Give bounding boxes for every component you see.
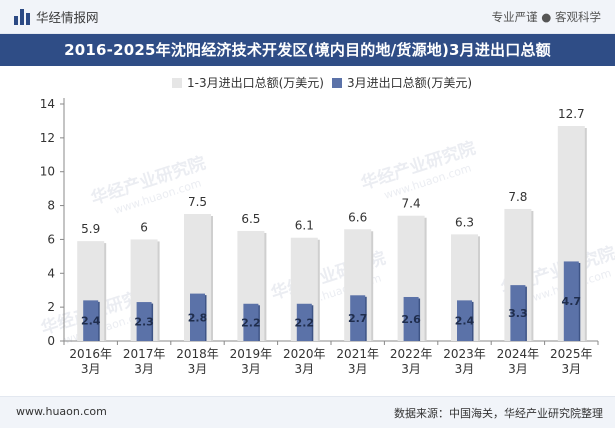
y-tick-label: 0 (47, 334, 55, 348)
tagline: 专业严谨 ● 客观科学 (491, 10, 601, 24)
x-tick-label: 2017年 (123, 347, 166, 361)
x-tick-label: 3月 (348, 362, 368, 376)
data-label-series2: 4.7 (562, 295, 582, 308)
data-label-series1: 7.4 (402, 197, 421, 211)
data-label-series1: 6 (140, 220, 148, 234)
data-label-series2: 2.6 (401, 313, 421, 326)
legend-label-1: 1-3月进出口总额(万美元) (187, 76, 324, 90)
x-tick-label: 2021年 (336, 347, 379, 361)
footer-website[interactable]: www.huaon.com (16, 405, 107, 418)
legend-swatch-1 (172, 78, 182, 88)
bar-series2 (296, 303, 312, 341)
top-bar: 华经情报网 专业严谨 ● 客观科学 (0, 0, 615, 34)
bar-chart: 华经产业研究院www.huaon.com华经产业研究院www.huaon.com… (38, 76, 615, 376)
y-tick-label: 4 (47, 266, 55, 280)
x-tick-label: 3月 (188, 362, 208, 376)
data-label-series1: 6.6 (348, 210, 367, 224)
data-label-series2: 2.3 (134, 316, 154, 329)
x-tick-label: 2019年 (230, 347, 273, 361)
bar-series2 (136, 302, 152, 341)
x-tick-label: 2018年 (176, 347, 219, 361)
legend-swatch-2 (332, 78, 342, 88)
data-label-series2: 3.3 (508, 307, 528, 320)
y-tick-label: 12 (40, 131, 55, 145)
x-tick-label: 3月 (241, 362, 261, 376)
brand: 华经情报网 (14, 7, 99, 26)
x-tick-label: 2024年 (497, 347, 540, 361)
x-tick-label: 3月 (455, 362, 475, 376)
bar-series2 (403, 296, 419, 341)
footer: www.huaon.com 数据来源：中国海关，华经产业研究院整理 (0, 396, 615, 428)
y-tick-label: 10 (40, 165, 55, 179)
x-tick-label: 2025年 (550, 347, 593, 361)
bar-series2 (563, 261, 579, 341)
data-label-series2: 2.7 (348, 312, 368, 325)
x-tick-label: 3月 (134, 362, 154, 376)
chart-title: 2016-2025年沈阳经济技术开发区(境内目的地/货源地)3月进出口总额 (0, 34, 615, 66)
legend-label-2: 3月进出口总额(万美元) (347, 76, 472, 90)
data-label-series2: 2.4 (81, 315, 101, 328)
footer-source: 数据来源：中国海关，华经产业研究院整理 (394, 407, 603, 420)
data-label-series1: 6.5 (241, 212, 260, 226)
bar-series2 (510, 285, 526, 341)
data-label-series1: 12.7 (558, 107, 585, 121)
x-tick-label: 3月 (294, 362, 314, 376)
x-tick-label: 2020年 (283, 347, 326, 361)
data-label-series1: 6.3 (455, 215, 474, 229)
data-label-series1: 5.9 (81, 222, 100, 236)
data-label-series2: 2.2 (241, 316, 261, 329)
brand-name: 华经情报网 (36, 10, 99, 25)
bar-series2 (190, 293, 205, 341)
x-tick-label: 2016年 (69, 347, 112, 361)
y-tick-label: 14 (40, 97, 55, 111)
y-tick-label: 6 (47, 232, 55, 246)
x-tick-label: 3月 (508, 362, 528, 376)
bar-series2 (243, 303, 259, 341)
data-label-series2: 2.2 (295, 316, 315, 329)
data-label-series1: 6.1 (295, 219, 314, 233)
data-label-series2: 2.8 (188, 311, 208, 324)
data-label-series2: 2.4 (455, 315, 475, 328)
x-tick-label: 3月 (401, 362, 421, 376)
x-tick-label: 3月 (561, 362, 581, 376)
logo-icon (14, 8, 30, 25)
y-tick-label: 2 (47, 300, 55, 314)
y-tick-label: 8 (47, 199, 55, 213)
bar-series2 (457, 300, 472, 341)
data-label-series1: 7.5 (188, 195, 207, 209)
bar-series2 (83, 300, 99, 341)
x-tick-label: 3月 (81, 362, 101, 376)
x-tick-label: 2022年 (390, 347, 433, 361)
bar-series2 (350, 295, 366, 341)
x-tick-label: 2023年 (443, 347, 486, 361)
data-label-series1: 7.8 (508, 190, 527, 204)
